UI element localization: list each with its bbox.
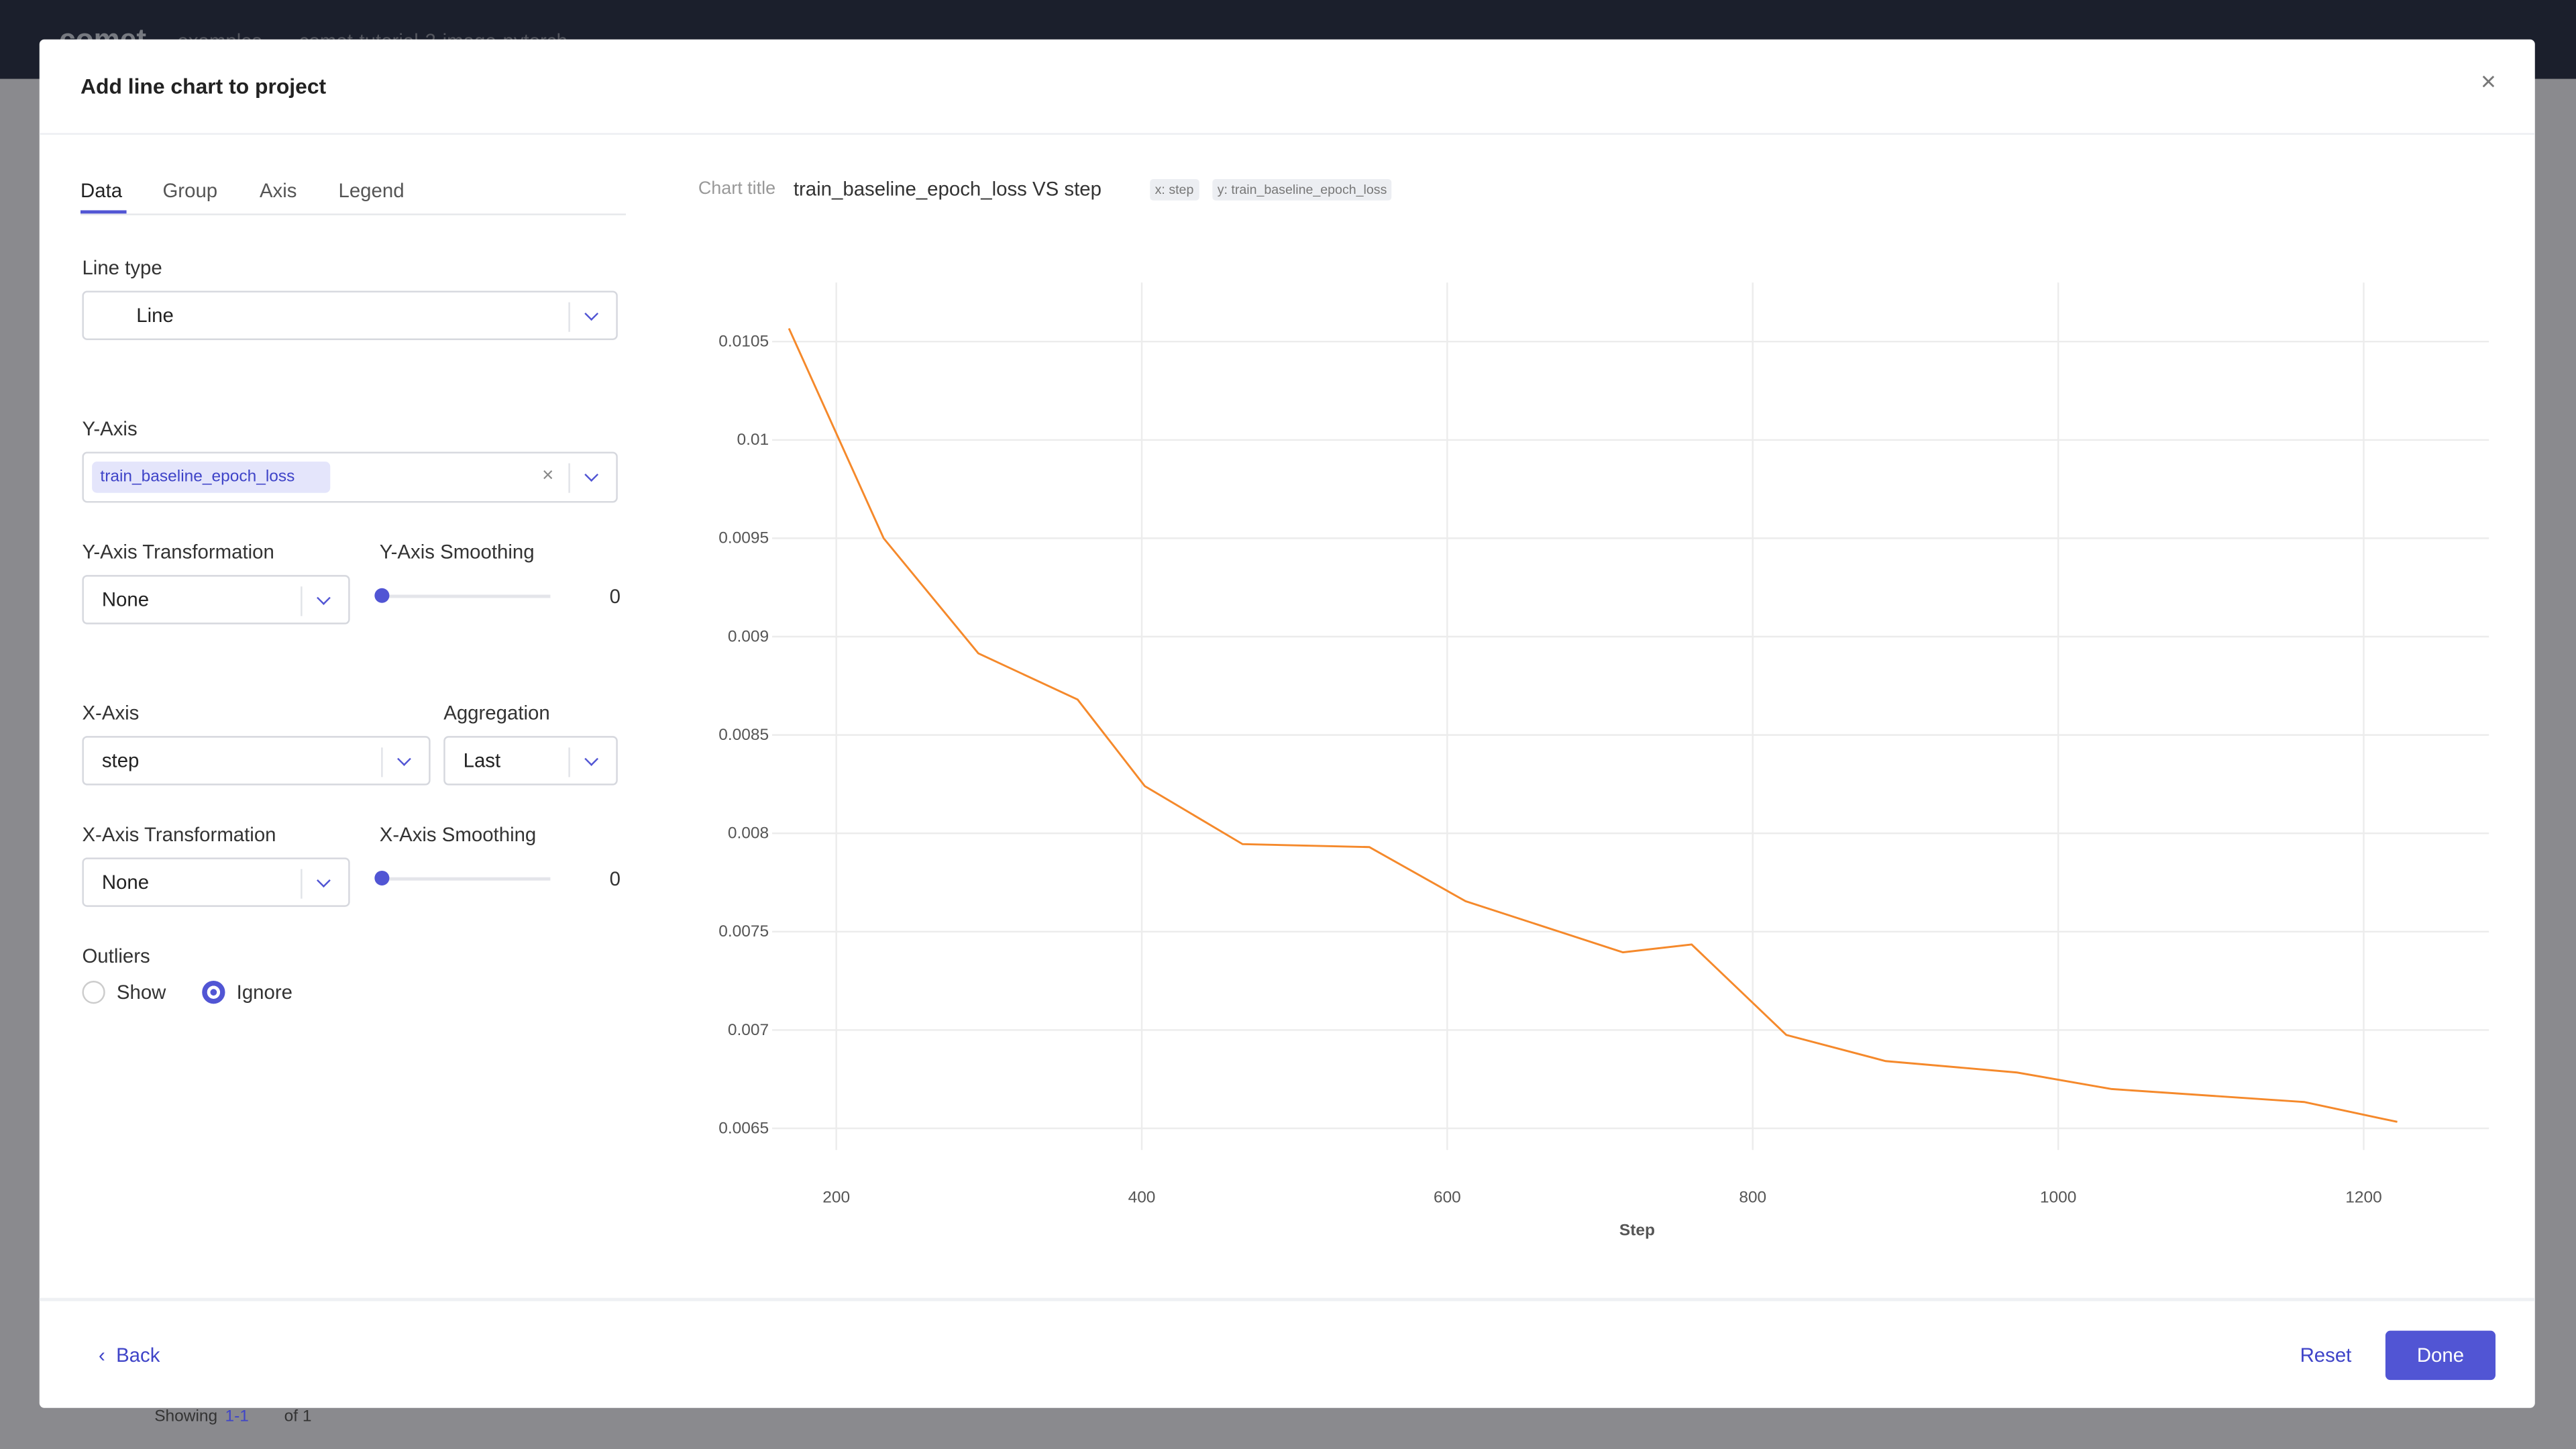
dialog-title: Add line chart to project (80, 74, 327, 99)
x-tick-label: 1200 (2345, 1189, 2381, 1207)
slider-value: 0 (609, 584, 621, 608)
chevron (568, 302, 616, 332)
y-transform-select[interactable]: None (82, 575, 350, 625)
radio-label[interactable]: Show (116, 981, 166, 1004)
x-tick-label: 800 (1739, 1189, 1766, 1207)
slider-value: 0 (609, 867, 621, 891)
x-axis-label: Step (1619, 1222, 1655, 1240)
select-value: Last (463, 749, 501, 773)
metric-chip[interactable]: train_baseline_epoch_loss (92, 462, 331, 493)
label: X-Axis (82, 701, 140, 725)
select-value: step (101, 749, 140, 773)
done-button[interactable]: Done (2385, 1330, 2496, 1381)
slider-knob[interactable] (374, 870, 390, 886)
tab[interactable]: Legend (338, 178, 405, 203)
aggregation-select[interactable]: Last (443, 736, 618, 786)
slider-track[interactable] (379, 594, 551, 598)
radio-selected[interactable] (202, 981, 225, 1004)
chart-title[interactable]: train_baseline_epoch_loss VS step (793, 177, 1102, 201)
x-tick-label: 200 (822, 1189, 850, 1207)
tab[interactable]: Data (80, 178, 123, 203)
pager-text: Showing (154, 1407, 218, 1426)
divider (39, 1297, 2535, 1301)
tab-indicator (80, 210, 127, 214)
x-tick-label: 400 (1128, 1189, 1156, 1207)
axis-chip: x: step (1150, 178, 1199, 201)
y-axis-select[interactable]: × (82, 451, 618, 503)
label: Y-Axis Smoothing (379, 540, 535, 564)
tab[interactable]: Axis (259, 178, 297, 203)
reset-button[interactable]: Reset (2300, 1344, 2352, 1367)
chevron (568, 747, 616, 777)
chevron (568, 463, 616, 493)
line-type-select[interactable]: Line (82, 290, 618, 340)
chevron (381, 747, 429, 777)
label: X-Axis Transformation (82, 822, 276, 847)
label: Outliers (82, 945, 150, 968)
y-tick-label: 0.008 (728, 824, 769, 843)
label: Y-Axis (82, 417, 138, 441)
chart-title-label: Chart title (698, 178, 776, 199)
select-value: None (101, 870, 150, 894)
label: Line type (82, 256, 162, 280)
button-text: Back (116, 1344, 160, 1367)
y-tick-label: 0.0085 (718, 726, 769, 744)
y-tick-label: 0.007 (728, 1021, 769, 1039)
y-tick-label: 0.0095 (718, 529, 769, 547)
label: X-Axis Smoothing (379, 822, 537, 847)
dialog (39, 39, 2535, 1408)
divider (39, 133, 2535, 135)
tab-divider (80, 213, 627, 215)
pager-text: of 1 (284, 1407, 312, 1426)
select-value: Line (136, 304, 174, 327)
chevron (301, 586, 348, 616)
radio-label[interactable]: Ignore (236, 981, 292, 1004)
label: Y-Axis Transformation (82, 540, 274, 564)
x-tick-label: 600 (1434, 1189, 1461, 1207)
slider-track[interactable] (379, 877, 551, 881)
pager-range[interactable]: 1-1 (225, 1407, 249, 1426)
data-line (788, 327, 2398, 1123)
back-button[interactable]: ‹ Back (98, 1344, 160, 1367)
chevron (301, 869, 348, 899)
clear-button[interactable]: × (542, 463, 554, 486)
y-tick-label: 0.01 (737, 431, 769, 449)
x-transform-select[interactable]: None (82, 857, 350, 907)
close-button[interactable]: × (2480, 68, 2496, 97)
y-tick-label: 0.009 (728, 627, 769, 645)
slider-knob[interactable] (374, 588, 390, 603)
x-tick-label: 1000 (2040, 1189, 2076, 1207)
select-value: None (101, 588, 150, 612)
x-axis-select[interactable]: step (82, 736, 431, 786)
y-tick-label: 0.0105 (718, 333, 769, 351)
label: Aggregation (443, 701, 550, 725)
radio[interactable] (82, 981, 105, 1004)
axis-chip: y: train_baseline_epoch_loss (1212, 178, 1392, 201)
y-tick-label: 0.0065 (718, 1119, 769, 1137)
tab[interactable]: Group (162, 178, 218, 203)
y-tick-label: 0.0075 (718, 922, 769, 941)
